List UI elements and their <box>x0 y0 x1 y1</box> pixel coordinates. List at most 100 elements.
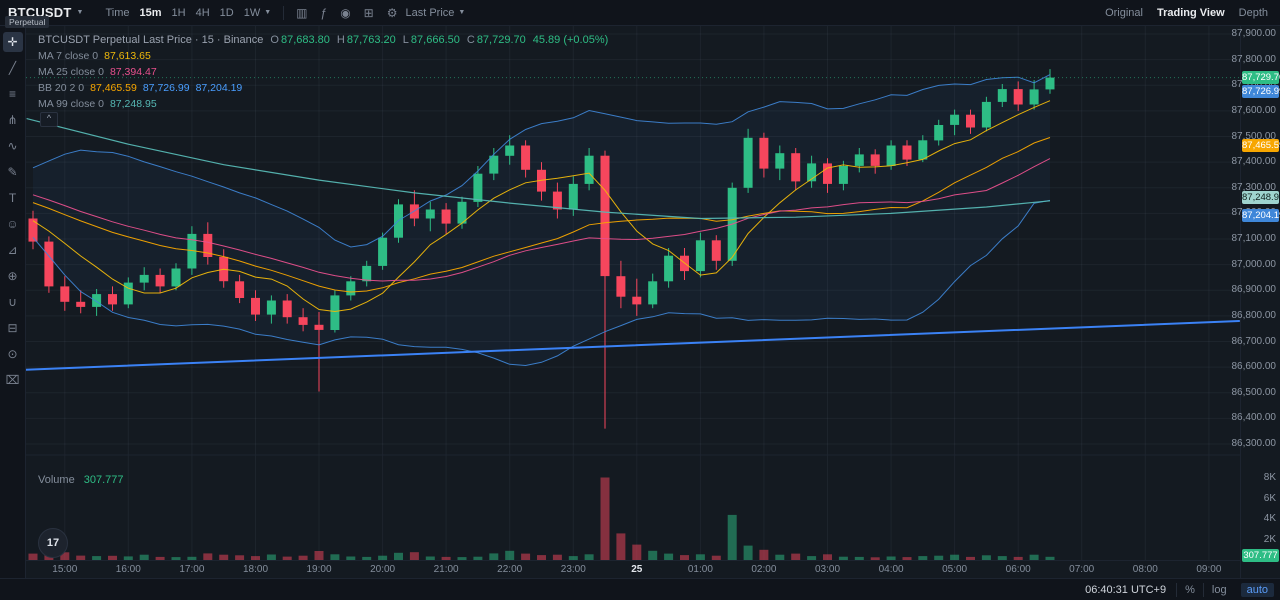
volume-tag: 307.777 <box>1242 549 1279 562</box>
price-axis-label: 86,800.00 <box>1231 309 1277 321</box>
interval-button-1d[interactable]: 1D <box>219 6 234 19</box>
measure-tool-icon[interactable]: ⊿ <box>7 243 18 257</box>
open-label: O <box>270 34 279 46</box>
price-axis-label: 86,600.00 <box>1231 361 1277 373</box>
time-axis-label: 19:00 <box>306 564 332 575</box>
ma7-value: 87,613.65 <box>104 50 151 62</box>
time-axis-label: 01:00 <box>687 564 713 575</box>
bb-label[interactable]: BB 20 2 0 <box>38 82 85 94</box>
price-axis-label: 86,500.00 <box>1231 386 1277 398</box>
scale-controls: % log auto <box>1176 582 1274 597</box>
clock: 06:40:31 UTC+9 <box>1085 583 1167 596</box>
time-axis-label: 08:00 <box>1132 564 1158 575</box>
status-toggle-percent[interactable]: % <box>1176 582 1203 597</box>
price-axis-label: 86,400.00 <box>1231 412 1277 424</box>
time-axis-label: 17:00 <box>179 564 205 575</box>
volume-axis-label: 4K <box>1263 513 1276 524</box>
interval-button-1w[interactable]: 1W <box>243 6 261 19</box>
time-axis-label: 02:00 <box>751 564 777 575</box>
time-axis[interactable]: 15:00 16:00 17:00 18:00 19:00 20:00 21:00 22:00… <box>26 560 1240 578</box>
price-tag: 87,729.70 <box>1242 71 1280 85</box>
low-label: L <box>402 34 409 46</box>
grid-layer <box>26 26 1240 560</box>
text-tool-icon[interactable]: T <box>8 191 17 205</box>
legend-symbol-title[interactable]: BTCUSDT Perpetual Last Price · 15 · Bina… <box>38 34 264 46</box>
time-axis-label: 23:00 <box>560 564 586 575</box>
change-value: 45.89 (+0.05%) <box>532 34 609 46</box>
time-axis-label: 20:00 <box>370 564 396 575</box>
delete-tool-icon[interactable]: ⌧ <box>5 373 20 387</box>
volume-value: 307.777 <box>83 474 124 486</box>
price-axis-label: 87,500.00 <box>1231 130 1277 142</box>
status-bar: 06:40:31 UTC+9 % log auto <box>0 578 1280 600</box>
compare-icon[interactable]: ⊞ <box>363 5 374 20</box>
cursor-tool-icon[interactable]: ✛ <box>2 32 23 52</box>
chart-mode-tab-trading-view[interactable]: Trading View <box>1156 6 1225 19</box>
status-toggle-auto[interactable]: auto <box>1240 582 1274 597</box>
chart-legend: BTCUSDT Perpetual Last Price · 15 · Bina… <box>38 32 608 112</box>
high-value: 87,763.20 <box>346 34 396 46</box>
trend-line-tool-icon[interactable]: ╱ <box>8 61 17 75</box>
fib-retracement-tool-icon[interactable]: ≡ <box>8 87 16 101</box>
camera-icon[interactable]: ◉ <box>340 5 351 20</box>
volume-label[interactable]: Volume <box>38 474 75 486</box>
interval-button-1h[interactable]: 1H <box>171 6 186 19</box>
ma25-label[interactable]: MA 25 close 0 <box>38 66 104 78</box>
time-axis-label: 16:00 <box>115 564 141 575</box>
price-axis[interactable]: 86,300.00 86,400.00 86,500.00 86,600.00 86,7… <box>1232 26 1280 578</box>
symbol-caret-icon[interactable]: ▼ <box>76 9 84 16</box>
price-tag: 87,248.95 <box>1242 191 1280 205</box>
price-source-label[interactable]: Last Price <box>405 6 455 19</box>
time-axis-label: 06:00 <box>1005 564 1031 575</box>
volume-axis-label: 6K <box>1263 492 1276 504</box>
magnet-tool-icon[interactable]: ∪ <box>8 295 17 309</box>
interval-dropdown-caret-icon[interactable]: ▼ <box>264 9 272 16</box>
volume-axis-label: 2K <box>1263 533 1276 545</box>
chart-mode-tab-depth[interactable]: Depth <box>1238 6 1268 19</box>
high-label: H <box>336 34 345 46</box>
chart-mode-tab-original[interactable]: Original <box>1105 6 1143 19</box>
lock-tool-icon[interactable]: ⊟ <box>7 321 18 335</box>
tradingview-watermark-logo[interactable]: 17 <box>38 528 68 558</box>
topbar: BTCUSDT ▼ Time 15m 1H 4H 1D 1W ▼ ▥ ƒ ◉ ⊞ ⚙ Last … <box>0 0 1280 26</box>
time-axis-label: 22:00 <box>497 564 523 575</box>
price-axis-label: 87,100.00 <box>1231 233 1277 244</box>
price-axis-label: 87,800.00 <box>1231 53 1277 65</box>
brush-tool-icon[interactable]: ✎ <box>7 165 18 179</box>
time-axis-label: 07:00 <box>1069 564 1095 575</box>
pitchfork-tool-icon[interactable]: ⋔ <box>7 113 18 127</box>
collapse-panel-button[interactable]: ^ <box>40 112 58 127</box>
bb-upper-value: 87,726.99 <box>142 82 190 94</box>
price-axis-label: 87,000.00 <box>1231 258 1277 270</box>
ma7-label[interactable]: MA 7 close 0 <box>38 50 99 62</box>
volume-axis-label: 8K <box>1263 472 1276 483</box>
interval-button-4h[interactable]: 4H <box>195 6 210 19</box>
indicators-icon[interactable]: ƒ <box>320 5 328 20</box>
interval-button-15m[interactable]: 15m <box>139 6 162 19</box>
time-axis-label: 18:00 <box>242 564 269 575</box>
settings-icon[interactable]: ⚙ <box>386 5 398 20</box>
emoji-tool-icon[interactable]: ☺ <box>6 217 19 231</box>
price-source-caret-icon[interactable]: ▼ <box>458 9 466 16</box>
ma99-label[interactable]: MA 99 close 0 <box>38 98 104 110</box>
wave-tool-icon[interactable]: ∿ <box>7 139 18 153</box>
open-value: 87,683.80 <box>280 34 330 46</box>
hide-drawings-tool-icon[interactable]: ⊙ <box>7 347 18 361</box>
chart-style-icon[interactable]: ▥ <box>296 5 308 20</box>
bb-basis-value: 87,465.59 <box>90 82 137 94</box>
close-value: 87,729.70 <box>476 34 526 46</box>
status-toggle-log[interactable]: log <box>1202 582 1235 597</box>
price-axis-label: 87,600.00 <box>1231 104 1277 116</box>
zoom-tool-icon[interactable]: ⊕ <box>7 269 18 283</box>
interval-group: 15m 1H 4H 1D 1W <box>140 7 261 19</box>
volume-legend: Volume 307.777 <box>38 474 124 486</box>
price-tag: 87,465.59 <box>1242 138 1280 152</box>
low-value: 87,666.50 <box>410 34 460 46</box>
volume-layer <box>28 477 1055 561</box>
close-label: C <box>466 34 475 46</box>
price-axis-label: 86,300.00 <box>1231 438 1277 449</box>
price-axis-label: 86,700.00 <box>1231 335 1277 347</box>
topbar-icons: ▥ ƒ ◉ ⊞ ⚙ <box>296 6 397 20</box>
price-axis-label: 87,900.00 <box>1231 28 1277 39</box>
